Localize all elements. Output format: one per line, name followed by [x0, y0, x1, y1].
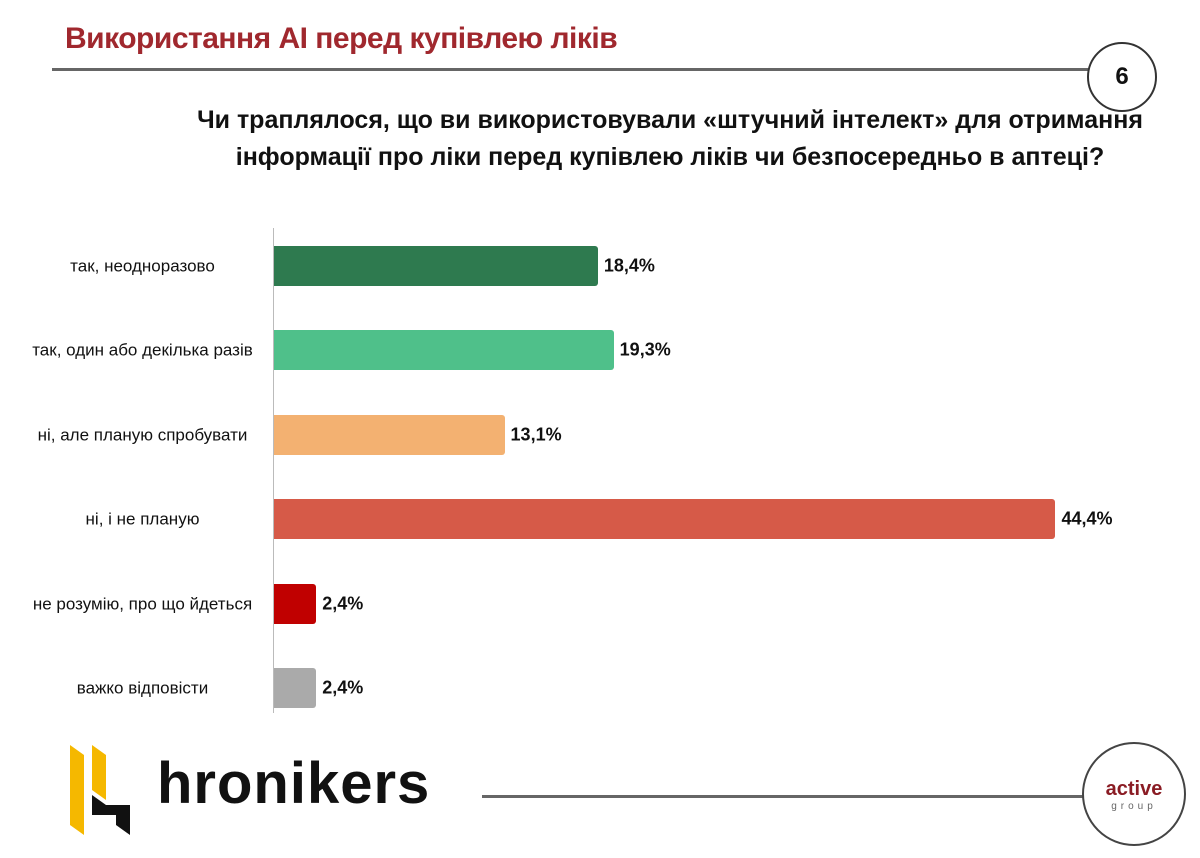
bar: [274, 415, 505, 455]
category-label: так, один або декілька разів: [32, 340, 253, 360]
bar: [274, 246, 598, 286]
value-label: 13,1%: [510, 424, 562, 445]
chart-title: Чи траплялося, що ви використовували «шт…: [197, 106, 1143, 171]
hronikers-logo-icon: [70, 745, 130, 835]
value-label: 19,3%: [619, 339, 671, 360]
header-divider: [52, 68, 1092, 71]
bar: [274, 330, 614, 370]
value-label: 2,4%: [322, 593, 364, 614]
active-group-logo: active group: [1082, 742, 1186, 846]
value-label: 44,4%: [1061, 508, 1113, 529]
category-label: не розумію, про що йдеться: [32, 594, 253, 614]
value-label: 18,4%: [603, 255, 655, 276]
category-label: так, неодноразово: [70, 256, 215, 276]
category-label: ні, але планую спробувати: [37, 425, 248, 445]
y-axis-line: [273, 228, 274, 713]
value-label: 2,4%: [322, 677, 364, 698]
category-label: ні, і не планую: [85, 509, 200, 529]
bar: [274, 584, 317, 624]
bar: [274, 499, 1056, 539]
category-label: важко відповісти: [76, 678, 209, 698]
partner-name: active: [1105, 778, 1163, 800]
slide-title: Використання AI перед купівлею ліків: [65, 22, 618, 55]
partner-subtitle: group: [1111, 801, 1157, 812]
bar: [274, 668, 317, 708]
footer-divider: [482, 795, 1087, 798]
brand-name: hronikers: [157, 751, 431, 816]
page-number: 6: [1087, 42, 1157, 112]
